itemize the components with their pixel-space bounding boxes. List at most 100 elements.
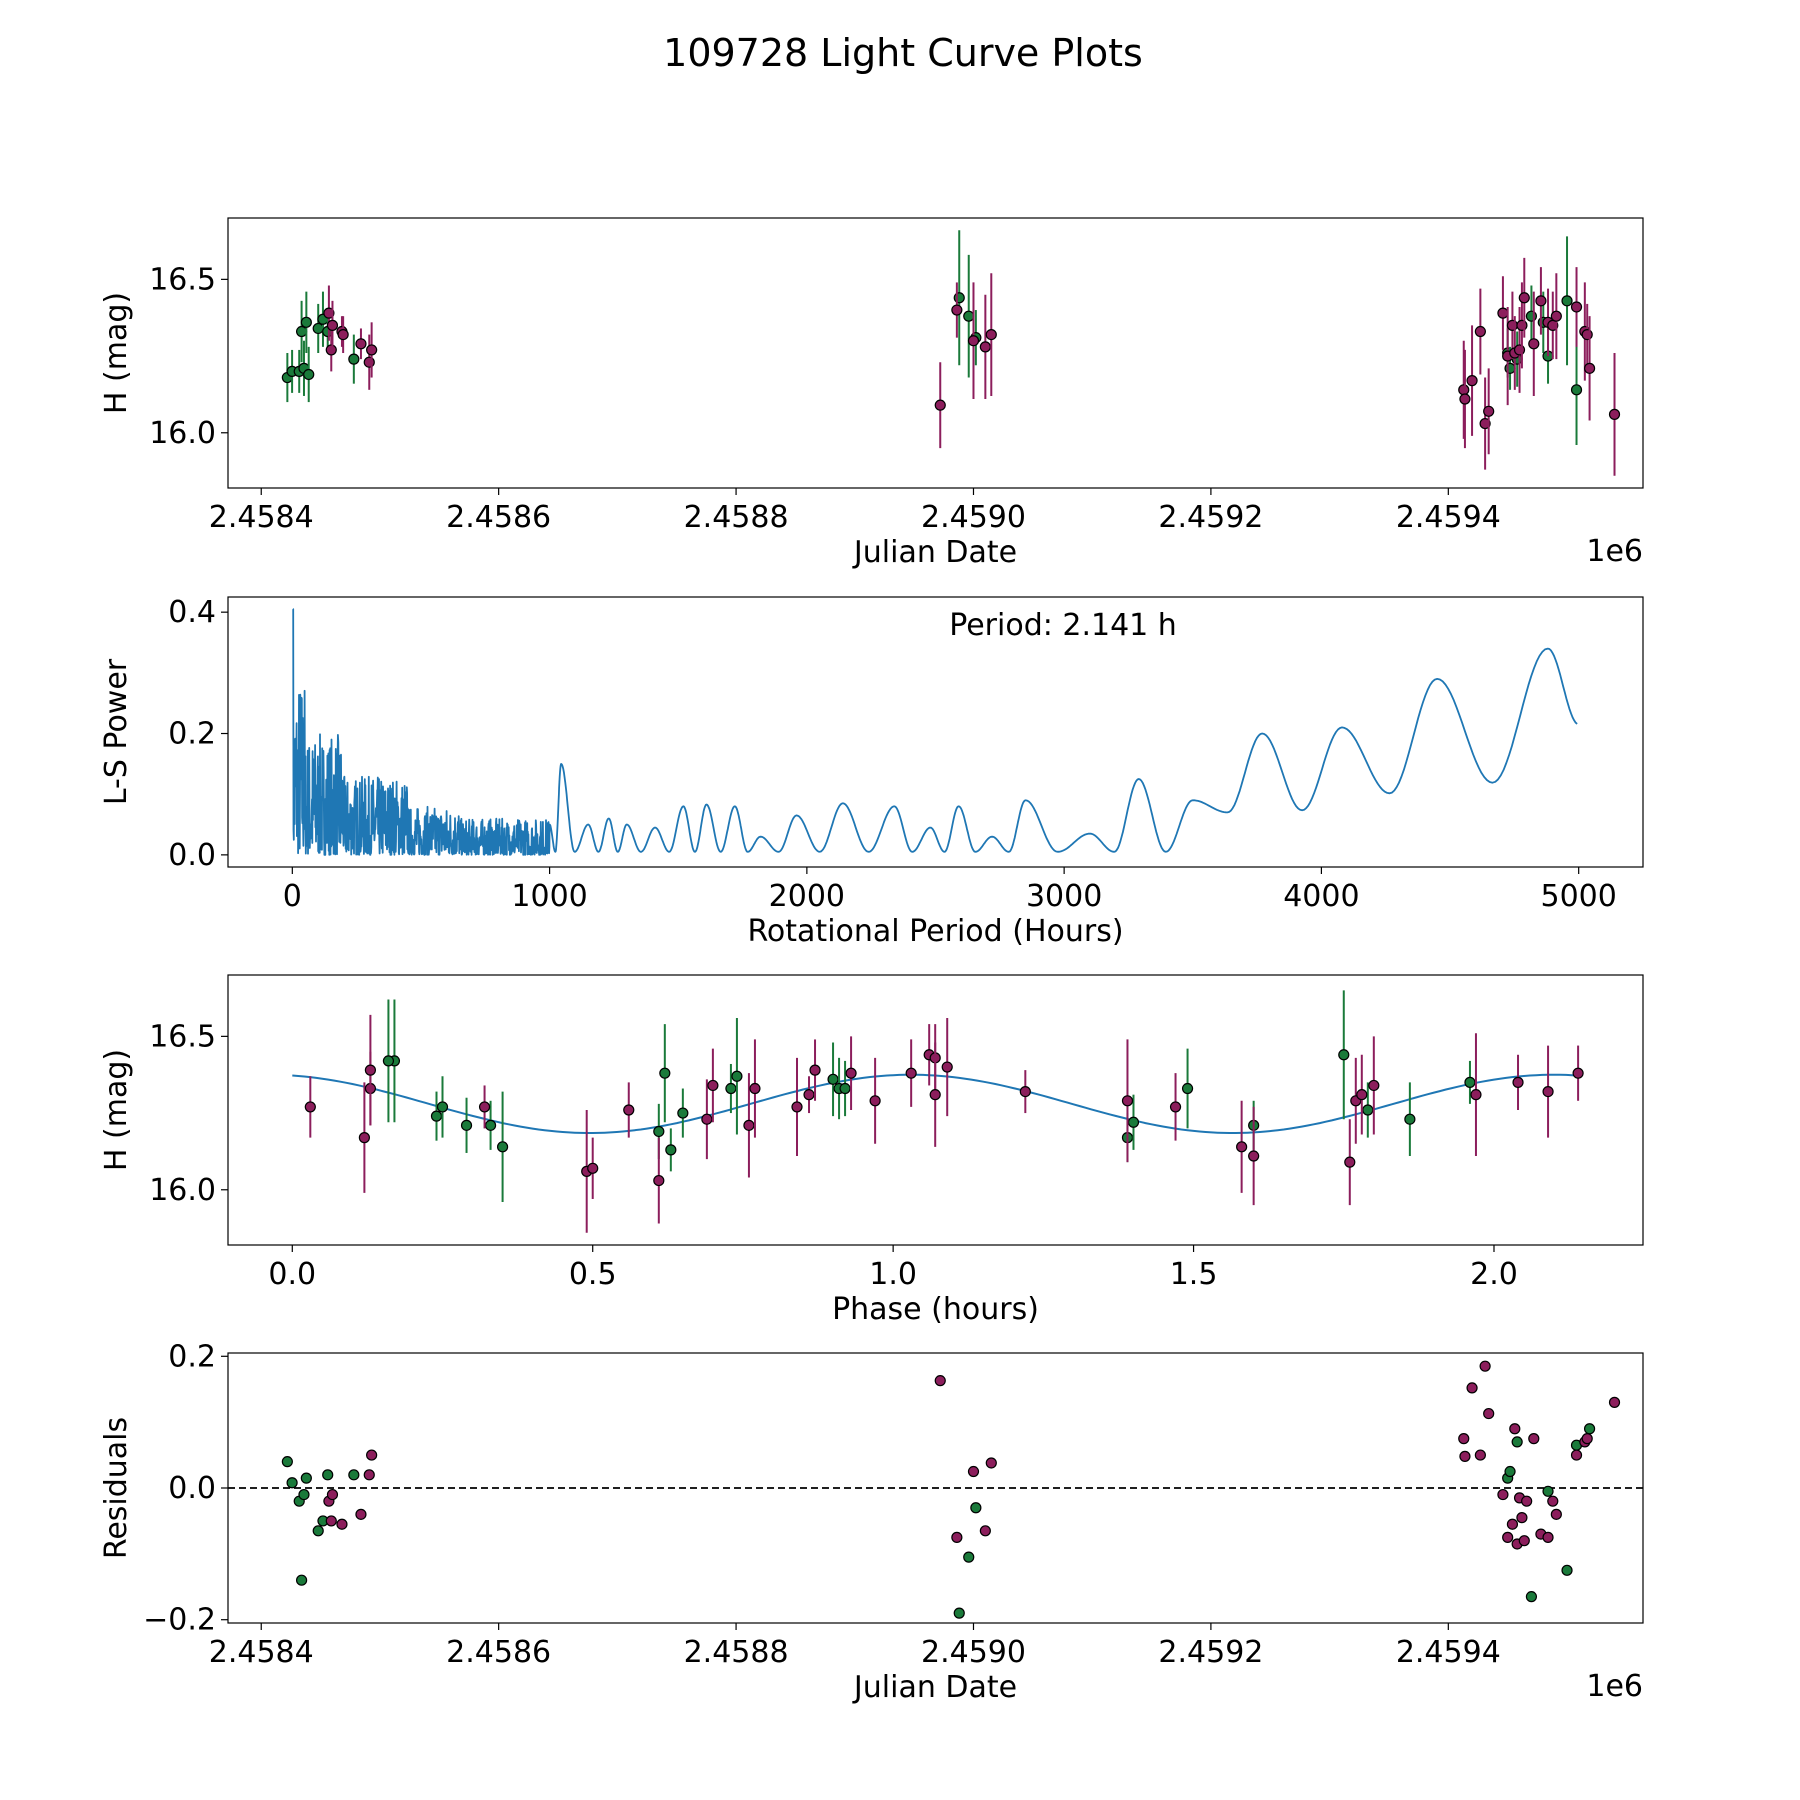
data-point xyxy=(1581,328,1593,341)
panel-residuals: 2.4584 2.4586 2.4588 2.4590 2.4592 2.4594 −0.2… xyxy=(99,1339,1644,1705)
data-point xyxy=(295,1574,308,1586)
data-point xyxy=(1504,1465,1516,1478)
data-point xyxy=(1248,1150,1260,1162)
data-point xyxy=(1528,1433,1540,1445)
data-point xyxy=(1561,1564,1573,1576)
data-point xyxy=(337,328,349,341)
y-tick-label: 0.2 xyxy=(168,1339,216,1374)
data-point xyxy=(677,1107,689,1119)
data-point xyxy=(1583,1423,1596,1435)
data-point xyxy=(659,1067,671,1079)
data-point xyxy=(286,1477,298,1489)
data-point xyxy=(1572,1067,1584,1079)
data-point xyxy=(1459,393,1471,405)
series-red xyxy=(323,1360,1621,1550)
data-point xyxy=(979,1525,991,1537)
data-point xyxy=(300,1472,312,1484)
data-point xyxy=(303,368,315,381)
data-point xyxy=(496,1141,509,1153)
data-point xyxy=(707,1079,719,1092)
data-point xyxy=(312,322,324,335)
data-point xyxy=(336,1518,348,1530)
data-point xyxy=(363,1469,375,1481)
data-point xyxy=(326,1488,339,1501)
data-point xyxy=(1525,1591,1538,1603)
data-point xyxy=(312,1525,324,1537)
data-point xyxy=(1608,408,1621,420)
data-point xyxy=(951,1531,963,1543)
data-point xyxy=(985,1457,997,1469)
data-point xyxy=(951,304,963,316)
x-tick-label: 4000 xyxy=(1283,879,1359,914)
y-tick-label: −0.2 xyxy=(143,1603,216,1638)
data-point xyxy=(1511,1436,1523,1448)
data-point xyxy=(430,1110,443,1122)
data-point xyxy=(963,310,975,322)
x-tick-label: 2.4592 xyxy=(1158,1635,1263,1670)
data-point xyxy=(1127,1116,1140,1128)
x-tick-label: 2.4592 xyxy=(1158,500,1263,535)
data-point xyxy=(1458,384,1470,396)
data-point xyxy=(1464,1076,1476,1088)
y-tick-label: 0.4 xyxy=(168,595,216,630)
series-green xyxy=(281,1423,1596,1619)
data-point xyxy=(304,1101,316,1113)
x-tick-label: 3000 xyxy=(1026,879,1102,914)
data-point xyxy=(358,1132,370,1144)
data-point xyxy=(1516,319,1528,331)
x-tick-label: 2.4590 xyxy=(921,500,1026,535)
x-tick-label: 2.4588 xyxy=(684,1635,789,1670)
series-red xyxy=(304,1014,1584,1233)
x-tick-label: 0.5 xyxy=(569,1257,617,1292)
data-point xyxy=(1570,1449,1583,1461)
x-tick-label: 1000 xyxy=(511,879,587,914)
x-tick-label: 2.0 xyxy=(1470,1257,1518,1292)
data-point xyxy=(363,356,375,368)
data-point xyxy=(1521,1495,1533,1507)
data-point xyxy=(731,1070,743,1082)
data-point xyxy=(743,1119,755,1131)
data-point xyxy=(322,1469,334,1481)
data-point xyxy=(1516,1512,1528,1524)
series-green xyxy=(281,230,1583,446)
x-tick-label: 2.4590 xyxy=(921,1635,1026,1670)
y-tick-label: 0.2 xyxy=(168,717,216,752)
plot-frame xyxy=(227,974,1644,1246)
data-point xyxy=(366,344,378,356)
x-tick-label: 2.4584 xyxy=(209,500,314,535)
data-point xyxy=(1550,1508,1562,1520)
y-axis-label: L-S Power xyxy=(99,658,134,805)
y-axis-label: Residuals xyxy=(99,1417,134,1559)
data-point xyxy=(1570,301,1583,313)
x-tick-label: 2000 xyxy=(769,879,845,914)
y-axis-label: H (mag) xyxy=(99,292,134,414)
data-point xyxy=(382,1055,395,1067)
data-point xyxy=(934,399,946,411)
data-point xyxy=(1497,307,1509,319)
x-tick-label: 2.4584 xyxy=(209,1635,314,1670)
x-tick-label: 2.4588 xyxy=(684,500,789,535)
data-point xyxy=(623,1104,635,1116)
data-point xyxy=(1181,1082,1194,1095)
data-point xyxy=(653,1125,665,1138)
data-point xyxy=(963,1551,975,1563)
x-tick-label: 2.4586 xyxy=(446,1635,551,1670)
data-point xyxy=(1561,295,1573,307)
data-point xyxy=(323,307,335,319)
data-point xyxy=(1479,417,1491,430)
data-point xyxy=(665,1144,677,1156)
data-point xyxy=(366,1449,378,1461)
x-offset-label: 1e6 xyxy=(1586,1669,1643,1704)
y-axis-label: H (mag) xyxy=(99,1049,134,1171)
panel-periodogram: 0 1000 2000 3000 4000 5000 0.0 0.2 0.4 Rotational… xyxy=(99,595,1644,949)
data-point xyxy=(1512,1076,1524,1088)
data-point xyxy=(1368,1079,1380,1092)
data-point xyxy=(1535,295,1547,307)
data-point xyxy=(934,1375,946,1387)
data-point xyxy=(1525,310,1538,322)
x-tick-label: 0.0 xyxy=(268,1257,316,1292)
data-point xyxy=(725,1082,737,1095)
series-red xyxy=(323,257,1621,476)
data-point xyxy=(1466,375,1478,387)
